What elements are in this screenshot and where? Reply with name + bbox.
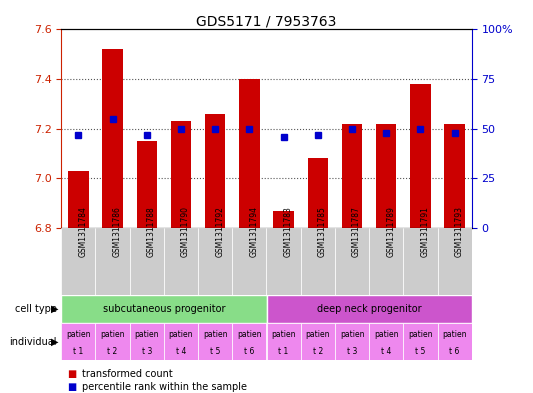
Text: ■: ■ — [67, 369, 76, 379]
Bar — [301, 228, 335, 295]
Text: GSM1311783: GSM1311783 — [284, 206, 293, 257]
Bar — [95, 228, 130, 295]
Text: t 2: t 2 — [108, 347, 118, 356]
Bar — [239, 79, 260, 228]
Title: GDS5171 / 7953763: GDS5171 / 7953763 — [196, 14, 337, 28]
Text: percentile rank within the sample: percentile rank within the sample — [82, 382, 247, 392]
Text: ■: ■ — [67, 382, 76, 392]
Text: cell type: cell type — [15, 304, 57, 314]
Text: GSM1311787: GSM1311787 — [352, 206, 361, 257]
Text: patien: patien — [340, 330, 364, 339]
Bar — [95, 323, 130, 360]
Text: GSM1311786: GSM1311786 — [112, 206, 122, 257]
Text: GSM1311790: GSM1311790 — [181, 206, 190, 257]
Bar — [61, 295, 266, 323]
Text: GSM1311793: GSM1311793 — [455, 206, 464, 257]
Bar — [301, 323, 335, 360]
Text: transformed count: transformed count — [82, 369, 172, 379]
Bar — [369, 228, 403, 295]
Bar — [171, 121, 191, 228]
Bar — [335, 323, 369, 360]
Text: t 1: t 1 — [278, 347, 289, 356]
Text: t 3: t 3 — [142, 347, 152, 356]
Text: GSM1311791: GSM1311791 — [421, 206, 430, 257]
Bar — [266, 295, 472, 323]
Text: patien: patien — [442, 330, 467, 339]
Text: ▶: ▶ — [51, 304, 59, 314]
Text: patien: patien — [169, 330, 193, 339]
Text: patien: patien — [66, 330, 91, 339]
Text: patien: patien — [100, 330, 125, 339]
Text: t 1: t 1 — [73, 347, 84, 356]
Bar — [198, 323, 232, 360]
Bar — [68, 171, 88, 228]
Bar — [266, 323, 301, 360]
Text: GSM1311788: GSM1311788 — [147, 206, 156, 257]
Text: patien: patien — [374, 330, 399, 339]
Bar — [136, 141, 157, 228]
Text: t 4: t 4 — [381, 347, 391, 356]
Bar — [438, 228, 472, 295]
Bar — [403, 323, 438, 360]
Text: patien: patien — [134, 330, 159, 339]
Bar — [369, 323, 403, 360]
Text: t 5: t 5 — [210, 347, 220, 356]
Bar — [102, 49, 123, 228]
Bar — [376, 124, 397, 228]
Bar — [61, 228, 95, 295]
Text: deep neck progenitor: deep neck progenitor — [317, 304, 422, 314]
Text: patien: patien — [203, 330, 228, 339]
Text: patien: patien — [237, 330, 262, 339]
Text: GSM1311785: GSM1311785 — [318, 206, 327, 257]
Bar — [410, 84, 431, 228]
Text: t 6: t 6 — [244, 347, 255, 356]
Text: t 3: t 3 — [347, 347, 357, 356]
Text: ▶: ▶ — [51, 337, 59, 347]
Text: patien: patien — [408, 330, 433, 339]
Text: patien: patien — [305, 330, 330, 339]
Bar — [232, 323, 266, 360]
Bar — [308, 158, 328, 228]
Text: GSM1311794: GSM1311794 — [249, 206, 259, 257]
Bar — [342, 124, 362, 228]
Text: individual: individual — [10, 337, 57, 347]
Text: subcutaneous progenitor: subcutaneous progenitor — [103, 304, 225, 314]
Text: t 4: t 4 — [176, 347, 186, 356]
Bar — [445, 124, 465, 228]
Text: patien: patien — [271, 330, 296, 339]
Bar — [232, 228, 266, 295]
Bar — [61, 323, 95, 360]
Bar — [438, 323, 472, 360]
Text: t 5: t 5 — [415, 347, 425, 356]
Bar — [205, 114, 225, 228]
Bar — [130, 323, 164, 360]
Bar — [266, 228, 301, 295]
Text: GSM1311784: GSM1311784 — [78, 206, 87, 257]
Bar — [198, 228, 232, 295]
Text: t 6: t 6 — [449, 347, 460, 356]
Bar — [130, 228, 164, 295]
Bar — [164, 228, 198, 295]
Bar — [273, 211, 294, 228]
Bar — [403, 228, 438, 295]
Text: GSM1311792: GSM1311792 — [215, 206, 224, 257]
Bar — [335, 228, 369, 295]
Text: GSM1311789: GSM1311789 — [386, 206, 395, 257]
Bar — [164, 323, 198, 360]
Text: t 2: t 2 — [313, 347, 323, 356]
